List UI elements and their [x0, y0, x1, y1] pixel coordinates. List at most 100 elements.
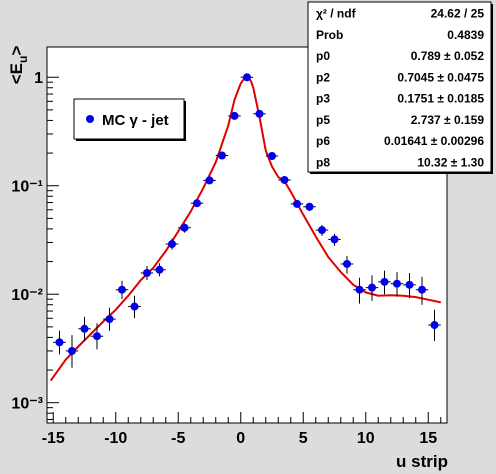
data-point	[340, 256, 354, 274]
stats-box-shadow-right	[491, 4, 493, 174]
data-point	[203, 176, 216, 185]
data-point	[190, 199, 204, 208]
y-tick-label: 1	[34, 70, 43, 87]
x-axis-label: u strip	[396, 452, 448, 471]
point-marker	[268, 151, 276, 160]
data-point	[415, 276, 429, 305]
point-marker	[155, 265, 164, 274]
point-marker	[393, 279, 401, 288]
data-point	[253, 109, 266, 118]
point-marker	[205, 176, 214, 185]
data-point	[303, 202, 316, 211]
data-point	[178, 223, 191, 233]
data-point	[65, 335, 79, 368]
x-tick-label: -5	[171, 430, 185, 447]
point-marker	[55, 338, 64, 347]
point-marker	[293, 199, 301, 208]
stats-row-label: p0	[316, 49, 330, 63]
point-marker	[193, 199, 201, 208]
data-point	[278, 175, 291, 184]
data-point	[53, 330, 66, 355]
data-point	[228, 111, 241, 120]
stats-row-value: 10.32 ± 1.30	[417, 155, 484, 169]
data-point	[215, 151, 229, 160]
point-marker	[68, 346, 76, 355]
legend-shadow-bottom	[76, 139, 186, 141]
x-tick-label: 15	[419, 430, 437, 447]
data-point	[328, 233, 341, 246]
point-marker	[243, 73, 251, 82]
stats-row-label: p8	[316, 155, 330, 169]
y-axis-label: <Eu>	[7, 46, 30, 85]
stats-row-value: 0.4839	[447, 28, 484, 42]
data-point	[365, 275, 379, 301]
stats-row-value: 2.737 ± 0.159	[411, 113, 485, 127]
data-point	[390, 272, 404, 297]
data-point	[265, 151, 279, 160]
data-point	[128, 295, 141, 319]
data-point	[403, 272, 416, 299]
stats-row-value: 0.1751 ± 0.0185	[397, 92, 484, 106]
data-points-layer	[53, 73, 441, 368]
point-marker	[255, 109, 264, 118]
point-marker	[330, 235, 339, 244]
data-point	[378, 270, 391, 295]
point-marker	[305, 202, 314, 211]
data-point	[153, 263, 166, 277]
stats-row-value: 0.789 ± 0.052	[411, 49, 485, 63]
data-point	[428, 309, 441, 342]
point-marker	[180, 223, 189, 232]
svg-text:<Eu>: <Eu>	[7, 46, 30, 85]
point-marker	[105, 315, 114, 324]
point-marker	[405, 280, 414, 289]
data-point	[90, 323, 104, 350]
point-marker	[93, 332, 101, 341]
data-point	[165, 238, 179, 250]
data-point	[353, 277, 366, 304]
stats-box-background	[307, 1, 492, 173]
point-marker	[343, 259, 351, 268]
legend-shadow	[184, 101, 186, 141]
point-marker	[230, 111, 239, 120]
point-marker	[118, 285, 126, 294]
stats-row-label: Prob	[316, 28, 343, 42]
stats-row-label: χ² / ndf	[316, 7, 357, 21]
x-tick-label: -10	[104, 430, 127, 447]
point-marker	[143, 268, 151, 277]
legend-marker	[86, 115, 94, 123]
legend: MC γ - jet	[73, 98, 186, 141]
data-point	[115, 280, 129, 300]
point-marker	[168, 240, 176, 249]
stats-row-label: p5	[316, 113, 330, 127]
point-marker	[130, 302, 139, 311]
point-marker	[318, 226, 326, 235]
x-tick-label: -15	[42, 430, 65, 447]
point-marker	[368, 283, 376, 292]
y-tick-label: 10⁻³	[11, 396, 43, 413]
point-marker	[80, 324, 89, 333]
y-tick-label: 10⁻²	[11, 287, 43, 304]
x-tick-label: 10	[357, 430, 375, 447]
axes-layer: -15 -10 -5 0 5 10 15 10⁻³ 10⁻² 10⁻¹ 1	[11, 70, 442, 447]
point-marker	[218, 151, 226, 160]
stats-row-value: 24.62 / 25	[431, 7, 485, 21]
stats-row-label: p2	[316, 70, 330, 84]
fit-stats-box: χ² / ndf 24.62 / 25 Prob 0.4839 p0 0.789 ± 0.…	[307, 1, 493, 174]
point-marker	[430, 321, 439, 330]
stats-row-label: p6	[316, 134, 330, 148]
y-tick-label: 10⁻¹	[11, 179, 43, 196]
data-point	[140, 266, 154, 281]
stats-row-value: 0.7045 ± 0.0475	[397, 70, 484, 84]
stats-row-label: p3	[316, 92, 330, 106]
point-marker	[355, 285, 364, 294]
data-point	[240, 73, 254, 82]
data-point	[103, 307, 116, 331]
data-point	[78, 316, 91, 342]
x-tick-label: 5	[299, 430, 308, 447]
point-marker	[380, 277, 389, 286]
data-point	[315, 224, 329, 236]
point-marker	[280, 175, 289, 184]
stats-box-shadow-bottom	[310, 172, 493, 174]
legend-label: MC γ - jet	[102, 112, 169, 129]
